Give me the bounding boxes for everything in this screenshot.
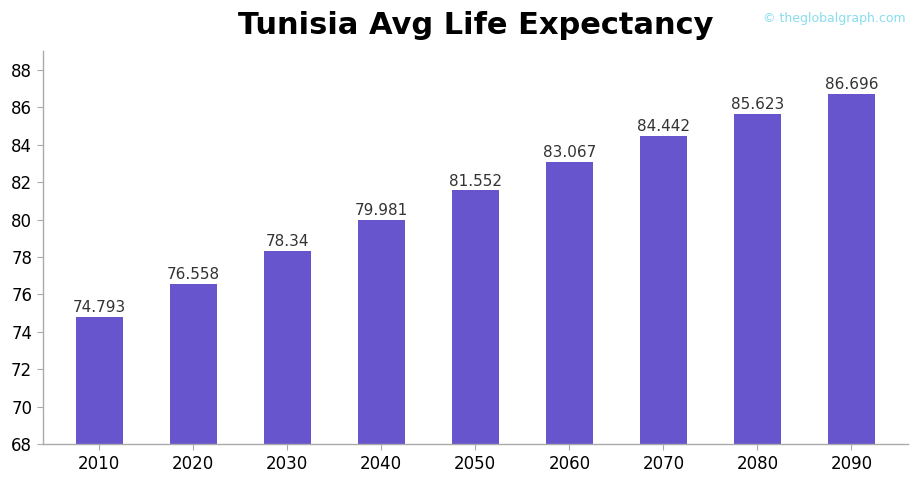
Bar [640, 136, 686, 444]
Text: 78.34: 78.34 [266, 234, 309, 249]
Text: 84.442: 84.442 [637, 120, 690, 135]
Text: 79.981: 79.981 [355, 203, 408, 218]
Title: Tunisia Avg Life Expectancy: Tunisia Avg Life Expectancy [237, 11, 713, 40]
Bar [357, 220, 404, 444]
Text: 76.558: 76.558 [166, 267, 220, 282]
Bar [828, 94, 875, 444]
Text: 86.696: 86.696 [824, 77, 879, 92]
Text: 81.552: 81.552 [448, 174, 502, 189]
Bar [75, 317, 122, 444]
Bar [264, 251, 311, 444]
Bar [452, 190, 499, 444]
Text: 85.623: 85.623 [731, 97, 784, 112]
Text: © theglobalgraph.com: © theglobalgraph.com [763, 12, 905, 25]
Text: 83.067: 83.067 [543, 145, 596, 160]
Bar [546, 162, 593, 444]
Bar [734, 114, 781, 444]
Bar [170, 284, 217, 444]
Text: 74.793: 74.793 [73, 300, 126, 315]
